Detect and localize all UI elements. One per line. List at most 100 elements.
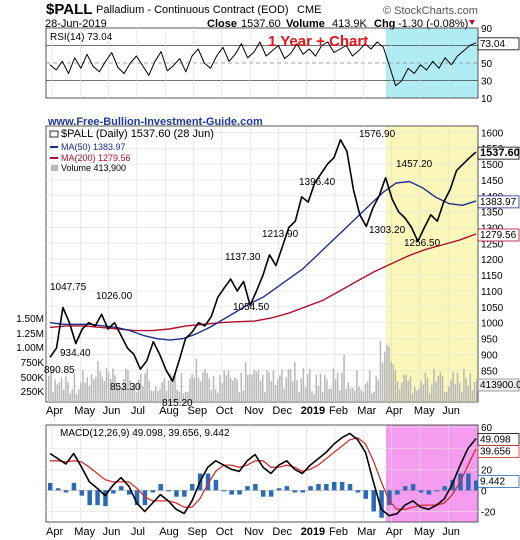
macd-y-tick-label: 60 [481, 423, 493, 434]
price-highlight-band [386, 126, 478, 402]
volume-bar [157, 390, 159, 402]
volume-bar [107, 372, 110, 402]
macd-histogram-bar [174, 490, 179, 497]
volume-bar [127, 370, 129, 402]
volume-bar [317, 386, 320, 402]
price-y-tick-label: 1000 [481, 319, 504, 330]
volume-bar [95, 376, 97, 402]
volume-bar [319, 373, 322, 402]
rsi-y-tick-label: 50 [481, 59, 493, 70]
macd-x-tick-label: Dec [272, 526, 292, 538]
volume-bar [313, 393, 315, 402]
macd-x-tick-label: Aug [159, 526, 179, 538]
volume-bar [439, 372, 442, 402]
volume-bar [187, 391, 189, 402]
volume-bar [296, 380, 298, 402]
macd-y-tick-label: 0 [481, 486, 487, 497]
macd-x-tick-label: Feb [329, 526, 348, 538]
volume-bar [386, 344, 388, 402]
macd-histogram-bar [466, 473, 471, 491]
ma200-last-label-box [477, 228, 520, 242]
price-annotation-label: 1137.30 [225, 252, 261, 263]
volume-bar [383, 351, 386, 402]
macd-histogram-bar [95, 490, 100, 506]
volume-bar [448, 386, 450, 402]
volume-last-label: 413900.0 [480, 380, 520, 391]
volume-bar [255, 371, 258, 402]
macd-x-tick-label: Jun [442, 526, 460, 538]
volume-bar [360, 389, 362, 402]
volume-bar [446, 391, 448, 402]
price-annotation-label: 815.20 [162, 398, 193, 409]
volume-value: 413.9K [332, 18, 368, 30]
rsi-last-label-box [477, 37, 520, 51]
macd-histogram-bar [190, 484, 195, 491]
volume-bar [259, 380, 262, 402]
volume-bar [276, 379, 279, 402]
volume-bar [214, 389, 217, 402]
volume-bar [232, 380, 234, 402]
price-last-label-box [477, 146, 520, 160]
volume-bar [371, 393, 373, 402]
close-label: Close [207, 18, 237, 30]
price-y-tick-label: 1500 [481, 160, 504, 171]
volume-bar [199, 381, 202, 402]
price-grid [46, 132, 478, 387]
macd-histogram-bar [347, 484, 353, 491]
volume-bar [80, 382, 82, 402]
volume-bar [125, 368, 127, 402]
volume-bar [471, 389, 474, 402]
macd-series [49, 432, 477, 517]
macd-histogram-bar [63, 490, 69, 493]
volume-bar [257, 369, 260, 402]
macd-y-tick-label: -20 [481, 507, 496, 518]
macd-histogram-bar [403, 486, 408, 491]
macd-histogram-bar [410, 484, 416, 491]
price-y-tick-label: 950 [481, 335, 498, 346]
volume-bar [54, 379, 56, 402]
volume-bar [381, 362, 384, 402]
price-y-tick-label: 900 [481, 350, 498, 361]
macd-histogram-bar [158, 484, 163, 491]
volume-bar [227, 370, 230, 402]
macd-histogram-bar [292, 490, 298, 493]
volume-bar [129, 380, 131, 402]
price-x-tick-label: Dec [272, 405, 292, 417]
volume-bar [281, 369, 283, 402]
price-x-tick-label: Apr [46, 405, 63, 417]
macd-histogram-bar [395, 490, 400, 495]
volume-bar [178, 391, 181, 402]
volume-bar [165, 390, 168, 402]
macd-x-tick-label: Apr [386, 526, 403, 538]
volume-bar [253, 369, 255, 402]
signal-last-label-box [477, 445, 520, 458]
volume-bar [223, 370, 225, 402]
volume-bar [283, 388, 285, 402]
volume-bar [304, 387, 307, 402]
macd-histogram-bar [119, 486, 124, 491]
symbol-label: $PALL [46, 1, 92, 18]
volume-bar [369, 370, 371, 402]
macd-histogram-bar [387, 490, 392, 506]
volume-bar [398, 389, 401, 402]
volume-bar [204, 368, 206, 402]
volume-bar [172, 376, 174, 402]
volume-bar [339, 390, 341, 402]
volume-bar [118, 383, 121, 402]
volume-bar [272, 370, 275, 402]
volume-bar [131, 387, 133, 402]
chg-value: -1.30 (-0.08%) [398, 18, 468, 30]
price-y-tick-label: 1100 [481, 287, 503, 298]
macd-histogram-bar [339, 481, 345, 491]
volume-bar [247, 374, 249, 402]
volume-bar [394, 370, 397, 402]
volume-bar [375, 375, 377, 402]
volume-bar [238, 392, 240, 402]
volume-bar [364, 383, 367, 402]
volume-bar [401, 382, 403, 402]
volume-bar [62, 389, 65, 402]
volume-bar [326, 379, 328, 402]
volume-bar [133, 383, 136, 402]
price-legend-swatch [49, 130, 59, 138]
